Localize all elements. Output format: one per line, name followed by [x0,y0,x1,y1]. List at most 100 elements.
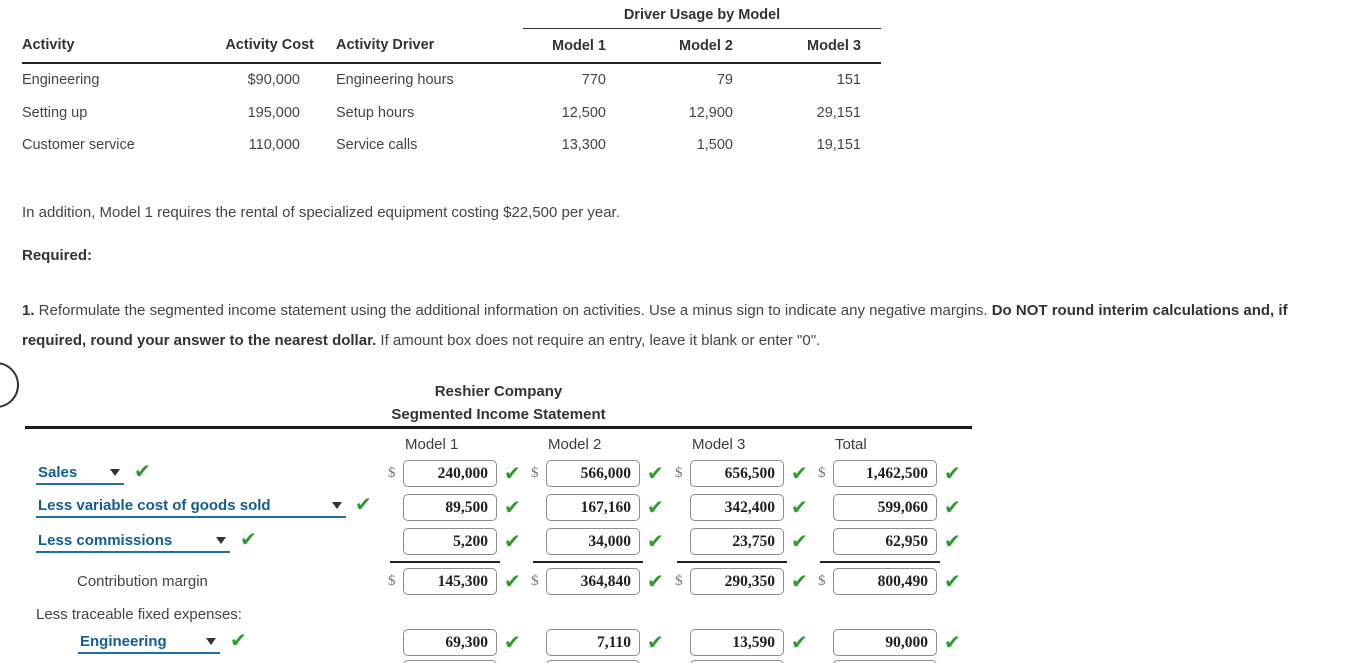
driver-cell: Service calls [336,137,418,154]
cost-cell: 195,000 [247,104,300,121]
variable-cogs-model3-input[interactable] [690,494,784,521]
next-row-clipped-cell [675,660,784,663]
next-row-clipped-cell [818,660,937,663]
col-header-model3: Model 3 [733,28,861,64]
engineering-model3-cell: ✔ [675,629,808,656]
correct-check-icon: ✔ [791,530,808,553]
sum-rule [677,561,787,563]
correct-check-icon: ✔ [504,570,521,593]
variable-cogs-total-input[interactable] [833,494,937,521]
col-header-activity-driver: Activity Driver [314,28,523,64]
driver-usage-spanner-title: Driver Usage by Model [523,2,881,29]
dropdown-label: Sales [38,463,78,481]
equipment-note: In addition, Model 1 requires the rental… [22,204,620,221]
correct-check-icon: ✔ [944,530,961,553]
statement-col-header-total: Total [835,436,867,453]
dropdown-label: Less commissions [38,531,173,549]
dropdown-label: Less variable cost of goods sold [38,496,271,514]
table-row: Customer service 110,000 Service calls 1… [22,129,881,162]
correct-check-icon: ✔ [647,631,664,654]
commissions-model3-input[interactable] [690,528,784,555]
dropdown-arrow-icon [332,501,342,509]
sum-rule [820,561,940,563]
commissions-model1-input[interactable] [403,528,497,555]
contribution-margin-total-cell: $ ✔ [818,568,961,595]
sales-model2-input[interactable] [546,460,640,487]
sales-model1-input[interactable] [403,460,497,487]
driver-cell: Engineering hours [336,72,454,89]
engineering-model1-cell: ✔ [388,629,521,656]
driver-cell: Setup hours [336,104,415,121]
contribution-margin-total-input[interactable] [833,568,937,595]
dollar-sign: $ [531,573,539,589]
correct-check-icon: ✔ [504,631,521,654]
contribution-margin-model3-input[interactable] [690,568,784,595]
model3-cell: 29,151 [816,104,861,121]
correct-check-icon: ✔ [791,570,808,593]
commissions-model2-input[interactable] [546,528,640,555]
model1-cell: 13,300 [561,137,606,154]
correct-check-icon: ✔ [647,496,664,519]
contribution-margin-model2-cell: $ ✔ [531,568,664,595]
correct-check-icon: ✔ [791,462,808,485]
sales-model3-input[interactable] [690,460,784,487]
sum-rule [533,561,643,563]
model1-cell: 770 [581,72,606,89]
model1-cell: 12,500 [561,104,606,121]
variable-cogs-row-dropdown[interactable]: Less variable cost of goods sold [36,494,346,518]
statement-top-rule [25,426,972,429]
variable-cogs-model2-input[interactable] [546,494,640,521]
contribution-margin-model1-input[interactable] [403,568,497,595]
dollar-sign: $ [531,465,539,481]
variable-cogs-model1-cell: ✔ [388,494,521,521]
sales-total-input[interactable] [833,460,937,487]
sales-row-dropdown[interactable]: Sales [36,461,124,485]
engineering-total-input[interactable] [833,629,937,656]
correct-check-icon: ✔ [647,530,664,553]
variable-cogs-total-cell: ✔ [818,494,961,521]
activity-cell: Customer service [22,137,135,154]
dropdown-arrow-icon [206,637,216,645]
model3-cell: 151 [836,72,861,89]
engineering-model2-cell: ✔ [531,629,664,656]
correct-check-icon: ✔ [240,529,257,551]
correct-check-icon: ✔ [647,462,664,485]
commissions-row-dropdown[interactable]: Less commissions [36,529,230,553]
correct-check-icon: ✔ [134,461,151,483]
commissions-model2-cell: ✔ [531,528,664,555]
model2-cell: 12,900 [688,104,733,121]
engineering-model2-input[interactable] [546,629,640,656]
correct-check-icon: ✔ [791,631,808,654]
engineering-total-cell: ✔ [818,629,961,656]
instruction-text-2: If amount box does not require an entry,… [376,332,821,349]
dollar-sign: $ [388,465,396,481]
correct-check-icon: ✔ [504,530,521,553]
contribution-margin-model2-input[interactable] [546,568,640,595]
correct-check-icon: ✔ [504,496,521,519]
instruction-paragraph: 1. Reformulate the segmented income stat… [22,296,1334,356]
dropdown-arrow-icon [110,468,120,476]
model2-cell: 79 [716,72,733,89]
engineering-row-dropdown[interactable]: Engineering [78,630,220,654]
commissions-model3-cell: ✔ [675,528,808,555]
correct-check-icon: ✔ [355,494,372,516]
statement-title: Segmented Income Statement [391,406,606,423]
clipped-circle-decoration [0,362,19,408]
sum-rule [390,561,500,563]
table-row: Setting up 195,000 Setup hours 12,500 12… [22,97,881,130]
engineering-model3-input[interactable] [690,629,784,656]
commissions-total-input[interactable] [833,528,937,555]
correct-check-icon: ✔ [944,570,961,593]
commissions-total-cell: ✔ [818,528,961,555]
correct-check-icon: ✔ [504,462,521,485]
correct-check-icon: ✔ [647,570,664,593]
contribution-margin-model3-cell: $ ✔ [675,568,808,595]
correct-check-icon: ✔ [944,631,961,654]
sales-model1-cell: $ ✔ [388,460,521,487]
instruction-bold-text: Do NOT round interim calculations and, i… [22,302,1288,349]
activity-cell: Setting up [22,104,88,121]
statement-col-header-model3: Model 3 [692,436,746,453]
dollar-sign: $ [818,465,826,481]
engineering-model1-input[interactable] [403,629,497,656]
variable-cogs-model1-input[interactable] [403,494,497,521]
